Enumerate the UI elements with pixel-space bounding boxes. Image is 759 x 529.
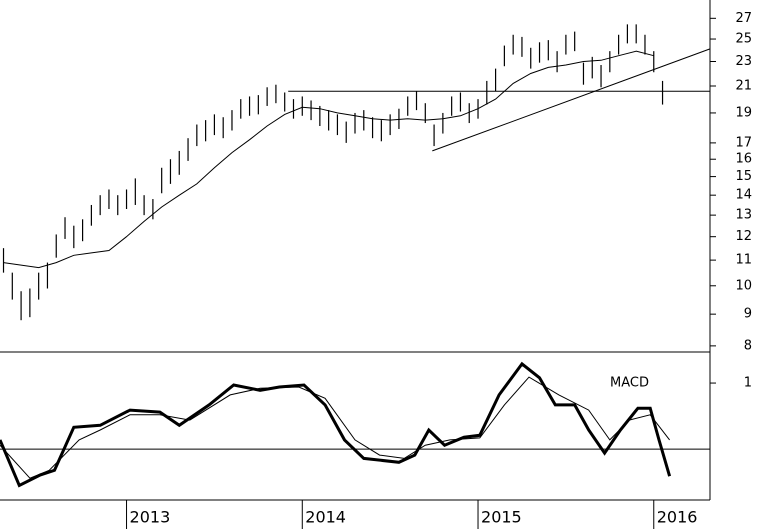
- overlay-line: [3, 50, 654, 269]
- y-tick-label: 15: [735, 169, 752, 184]
- macd-line: [0, 376, 670, 479]
- macd-label: MACD: [610, 376, 649, 391]
- x-tick-label: 2015: [481, 508, 522, 527]
- overlay-line: [432, 48, 711, 152]
- y-tick-label: 16: [735, 152, 752, 167]
- y-tick-label: 13: [735, 208, 752, 223]
- y-tick-label: 1: [744, 376, 752, 391]
- x-tick-label: 2013: [130, 508, 171, 527]
- y-tick-label: 17: [735, 135, 752, 150]
- y-tick-label: 14: [735, 188, 752, 203]
- y-tick-label: 19: [735, 105, 752, 120]
- macd-line: [0, 361, 672, 488]
- y-tick-label: 25: [735, 32, 752, 47]
- x-tick-label: 2014: [305, 508, 346, 527]
- y-tick-label: 10: [735, 278, 752, 293]
- y-tick-label: 21: [735, 78, 752, 93]
- y-tick-label: 9: [744, 307, 752, 322]
- x-tick-label: 2016: [657, 508, 698, 527]
- y-tick-label: 23: [735, 54, 752, 69]
- y-tick-label: 8: [744, 338, 752, 353]
- y-tick-label: 27: [735, 11, 752, 26]
- y-tick-label: 11: [735, 253, 752, 268]
- y-tick-label: 12: [735, 229, 752, 244]
